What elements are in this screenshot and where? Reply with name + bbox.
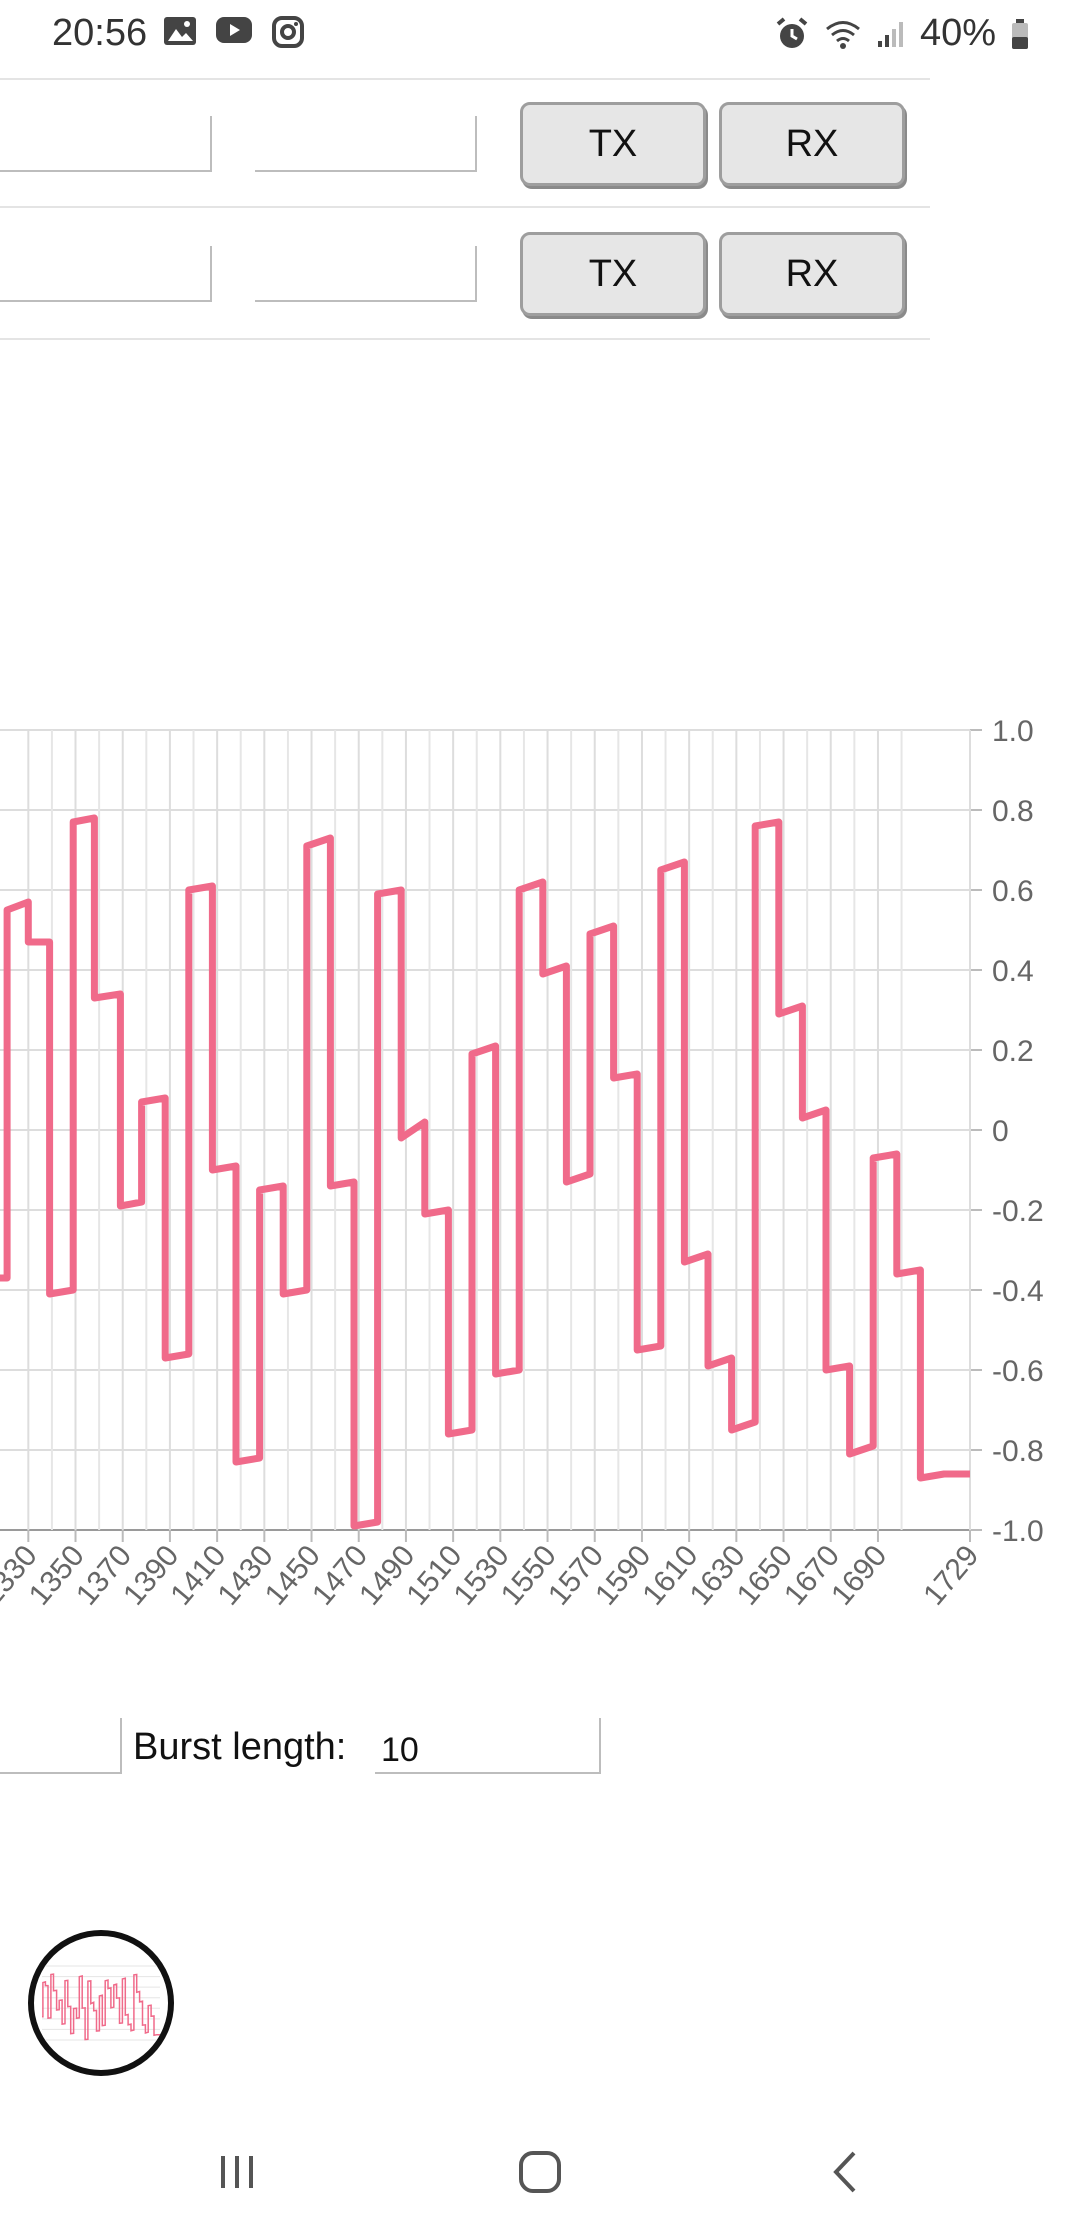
navigation-bar <box>0 2130 1080 2220</box>
x-tick-label: 1470 <box>306 1539 374 1611</box>
x-tick-label: 1729 <box>917 1539 985 1611</box>
battery-level: 40% <box>919 12 996 54</box>
channel-row-2: TX RX <box>0 210 930 340</box>
x-tick-label: 1390 <box>117 1539 185 1611</box>
x-tick-label: 1430 <box>212 1539 280 1611</box>
x-tick-label: 1370 <box>70 1539 138 1611</box>
x-tick-label: 1630 <box>684 1539 752 1611</box>
recent-apps-button[interactable] <box>198 2142 278 2202</box>
status-bar: 20:56 40% <box>0 0 1080 70</box>
tx-button[interactable]: TX <box>520 102 706 186</box>
home-button[interactable] <box>500 2142 580 2202</box>
y-tick-label: 0.6 <box>992 875 1034 908</box>
row2-field-b[interactable] <box>255 246 477 302</box>
status-time: 20:56 <box>52 12 148 54</box>
youtube-icon <box>215 15 253 54</box>
x-tick-label: 1490 <box>353 1539 421 1611</box>
battery-icon <box>1010 18 1030 50</box>
gallery-icon <box>163 15 197 54</box>
y-tick-label: 0.8 <box>992 795 1034 828</box>
burst-length-input[interactable] <box>375 1718 601 1774</box>
x-tick-label: 1410 <box>164 1539 232 1611</box>
y-tick-label: -0.2 <box>992 1195 1044 1228</box>
back-button[interactable] <box>806 2142 886 2202</box>
y-tick-label: 0 <box>992 1115 1009 1148</box>
chart-thumbnail-button[interactable] <box>28 1930 174 2076</box>
y-tick-label: -0.4 <box>992 1275 1044 1308</box>
home-icon <box>519 2151 561 2193</box>
tx-button[interactable]: TX <box>520 232 706 316</box>
x-tick-label: 1610 <box>636 1539 704 1611</box>
notification-icons <box>163 15 305 54</box>
x-tick-label: 1690 <box>825 1539 893 1611</box>
y-tick-label: 1.0 <box>992 715 1034 748</box>
y-tick-label: 0.4 <box>992 955 1034 988</box>
rx-button[interactable]: RX <box>719 232 905 316</box>
series-line <box>0 814 970 1530</box>
rx-button[interactable]: RX <box>719 102 905 186</box>
x-tick-label: 1550 <box>495 1539 563 1611</box>
y-tick-label: -0.8 <box>992 1435 1044 1468</box>
chart-svg: 1.00.80.60.40.20-0.2-0.4-0.6-0.8-1.01330… <box>0 715 1044 1612</box>
x-tick-label: 1350 <box>23 1539 91 1611</box>
recent-apps-icon <box>221 2156 253 2188</box>
x-tick-label: 1510 <box>400 1539 468 1611</box>
burst-length-label: Burst length: <box>133 1726 347 1768</box>
x-tick-label: 1670 <box>778 1539 846 1611</box>
back-icon <box>833 2151 856 2193</box>
system-status: 40% <box>774 12 1030 55</box>
previous-field[interactable] <box>0 1718 122 1774</box>
instagram-icon <box>271 15 305 54</box>
x-tick-label: 1530 <box>448 1539 516 1611</box>
row1-field-a[interactable] <box>0 116 212 172</box>
x-tick-label: 1650 <box>731 1539 799 1611</box>
alarm-icon <box>774 16 810 52</box>
y-tick-label: 0.2 <box>992 1035 1034 1068</box>
signal-chart: 1.0 0.8 0.6 0.4 0.2 0 -0.2 -0.4 -0.6 -0.8 -1.0 1330… <box>0 700 1080 1660</box>
x-tick-label: 1590 <box>589 1539 657 1611</box>
signal-icon <box>876 19 906 49</box>
channel-row-1: TX RX <box>0 78 930 208</box>
chart-thumbnail-icon <box>42 1965 160 2041</box>
y-tick-label: -0.6 <box>992 1355 1044 1388</box>
y-tick-label: -1.0 <box>992 1515 1044 1548</box>
row1-field-b[interactable] <box>255 116 477 172</box>
wifi-icon <box>824 18 862 50</box>
x-tick-label: 1570 <box>542 1539 610 1611</box>
row2-field-a[interactable] <box>0 246 212 302</box>
thumbnail-series-line <box>42 1973 160 2041</box>
x-tick-label: 1450 <box>259 1539 327 1611</box>
burst-row: Burst length: <box>0 1718 1080 1778</box>
